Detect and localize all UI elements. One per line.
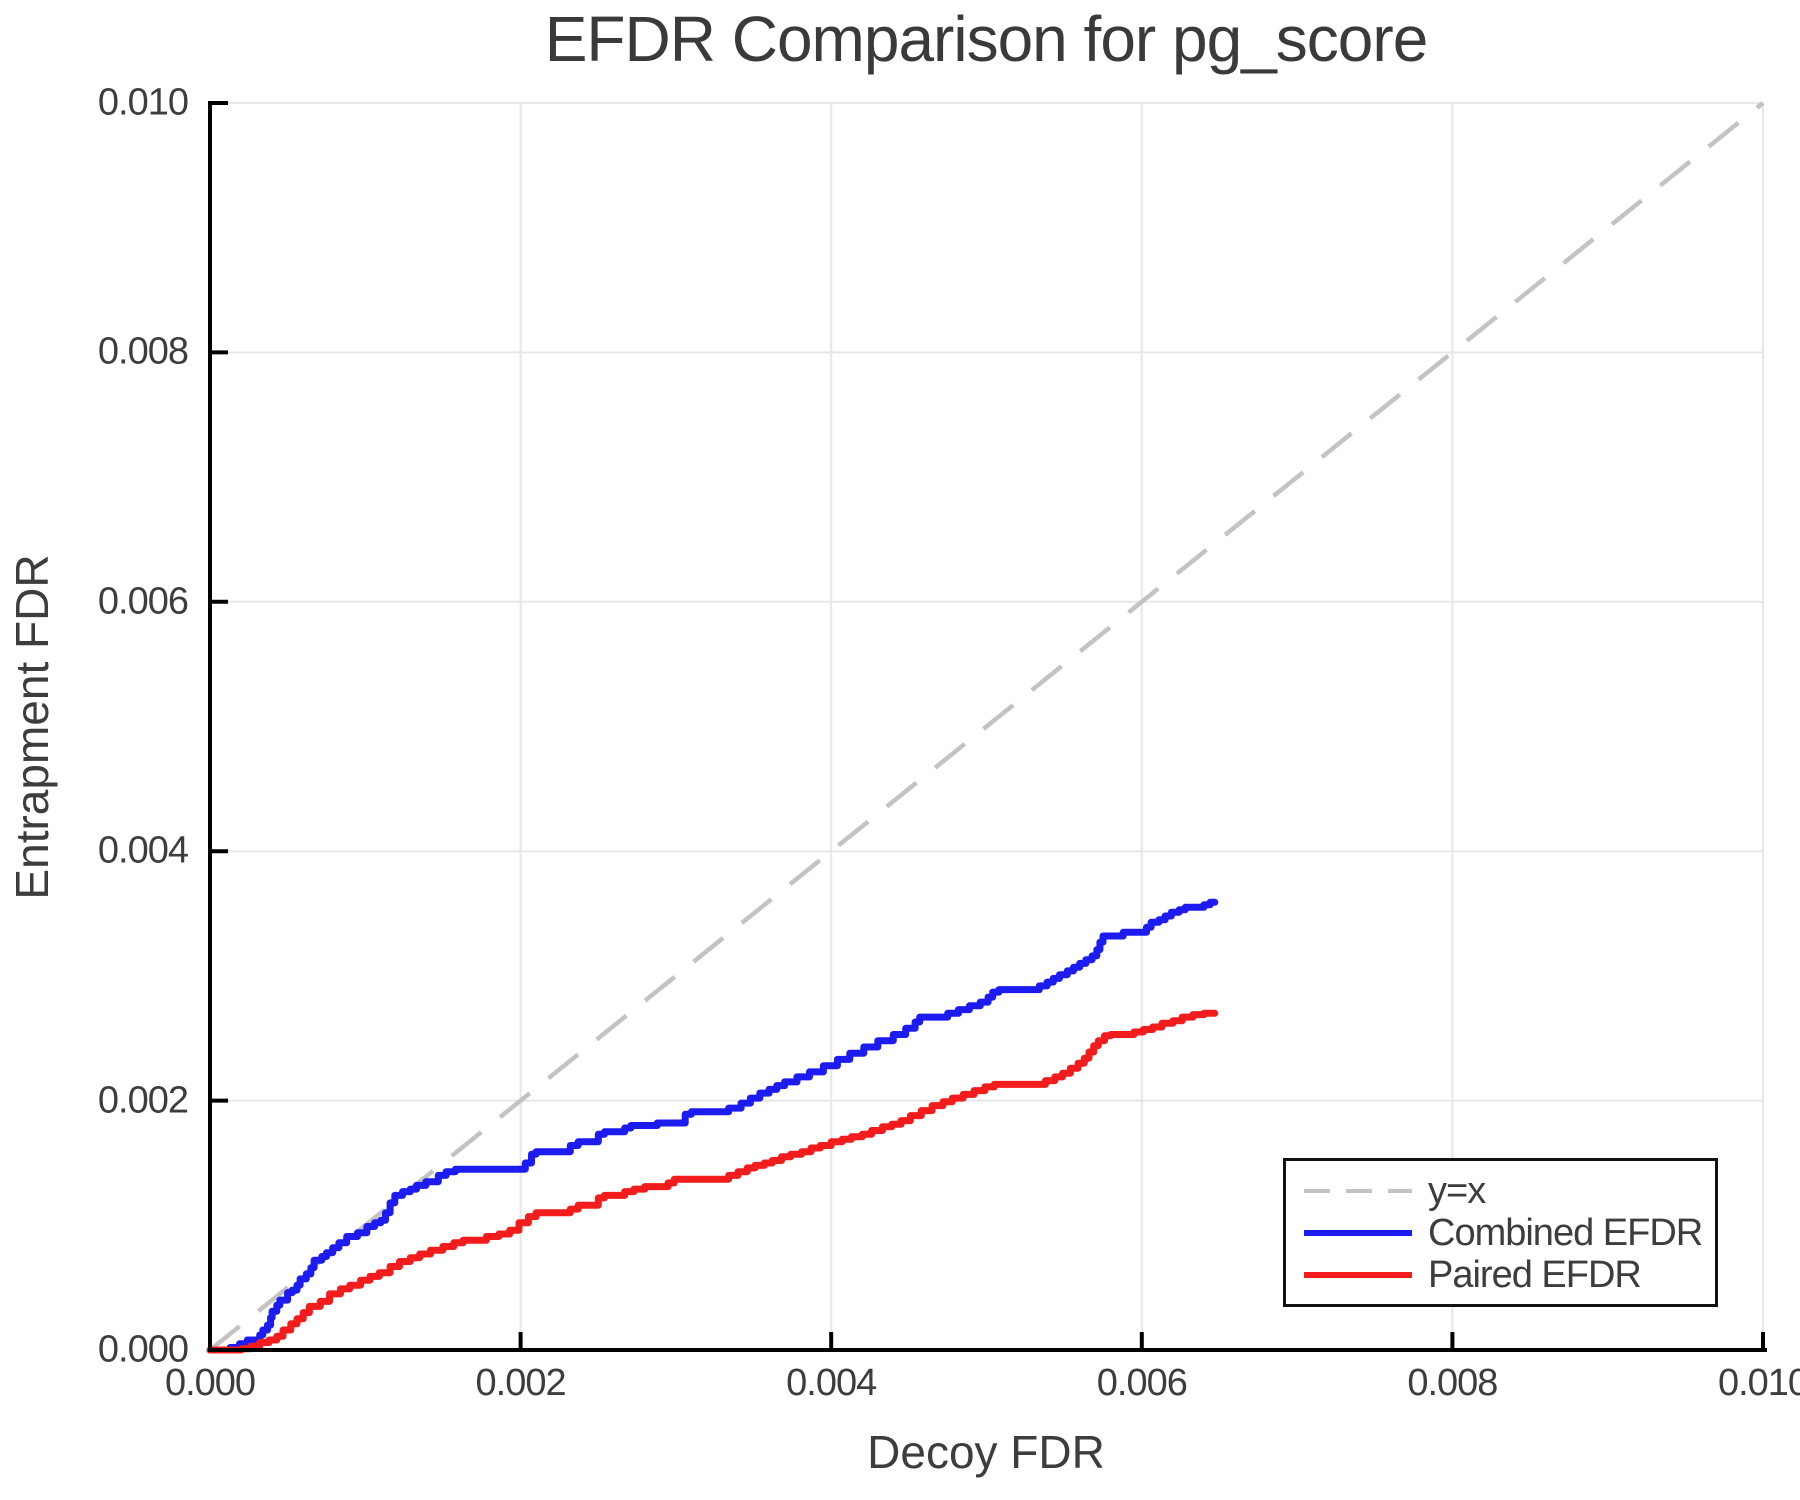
combined-efdr-line — [206, 898, 1219, 1354]
y-tick-label: 0.010 — [97, 81, 189, 124]
x-tick-label: 0.000 — [164, 1362, 256, 1404]
legend-box: y=x Combined EFDR Paired EFDR — [1283, 1158, 1718, 1307]
paired-efdr-line — [206, 1009, 1219, 1354]
legend-line-sample — [1304, 1229, 1412, 1236]
x-tick-label: 0.010 — [1717, 1362, 1800, 1404]
x-tick-label: 0.004 — [786, 1362, 877, 1404]
identity-line — [208, 101, 1765, 1352]
y-tick-label: 0.002 — [97, 1079, 189, 1122]
legend-entry-combined-efdr: Combined EFDR — [1304, 1212, 1715, 1254]
legend-label: y=x — [1428, 1169, 1486, 1212]
legend-line-sample — [1304, 1271, 1412, 1278]
legend-entry-y-x: y=x — [1304, 1170, 1715, 1212]
x-tick-label: 0.008 — [1407, 1362, 1498, 1404]
legend-label: Combined EFDR — [1428, 1211, 1703, 1254]
y-tick-label: 0.006 — [97, 580, 189, 623]
y-tick-label: 0.008 — [97, 330, 189, 373]
legend-label: Paired EFDR — [1428, 1253, 1642, 1296]
y-tick-label: 0.000 — [97, 1328, 189, 1371]
legend-dashed-line-sample — [1304, 1188, 1412, 1193]
y-tick-label: 0.004 — [97, 829, 189, 872]
legend-entry-paired-efdr: Paired EFDR — [1304, 1254, 1715, 1296]
x-axis-label: Decoy FDR — [867, 1426, 1105, 1478]
y-axis-label: Entrapment FDR — [6, 554, 58, 900]
x-tick-label: 0.002 — [475, 1362, 567, 1404]
chart-title: EFDR Comparison for pg_score — [544, 3, 1429, 75]
x-tick-label: 0.006 — [1096, 1362, 1188, 1404]
